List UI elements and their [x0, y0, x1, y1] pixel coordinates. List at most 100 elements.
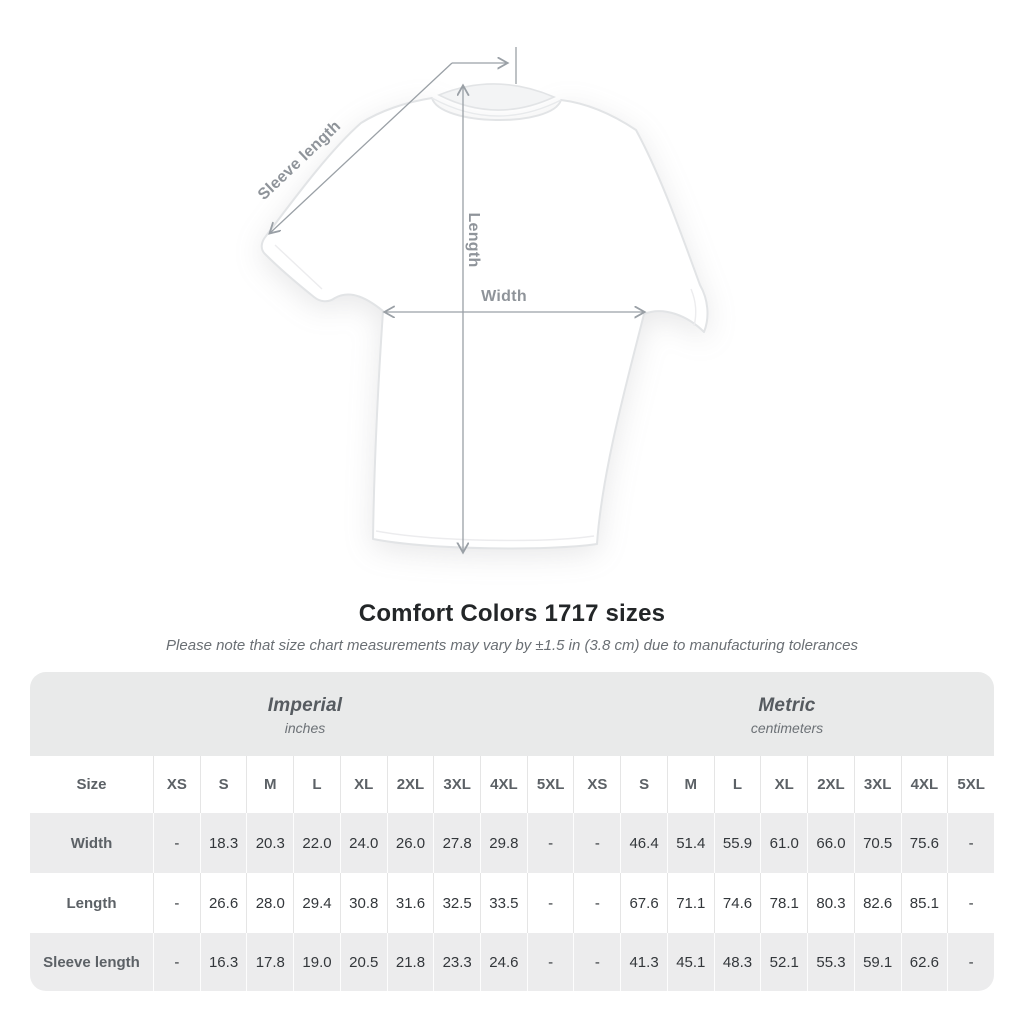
unit-section-band: Imperial inches Metric centimeters [30, 672, 994, 756]
table-cell: 16.3 [199, 933, 247, 991]
size-header-metric-s: S [620, 756, 667, 813]
size-header-imperial-m: M [246, 756, 293, 813]
hem-seam [375, 530, 595, 542]
sleeve-length-arrow [270, 47, 517, 233]
size-header-metric-l: L [713, 756, 761, 813]
table-cell: 70.5 [853, 813, 901, 873]
table-cell: 66.0 [807, 813, 854, 873]
table-cell: 82.6 [853, 873, 901, 933]
size-header-metric-xs: XS [573, 756, 620, 813]
metric-section-header: Metric centimeters [580, 672, 994, 756]
size-column-header: Size [76, 776, 107, 793]
table-cell: 61.0 [760, 813, 807, 873]
table-cell: 48.3 [713, 933, 761, 991]
table-cell: - [526, 933, 574, 991]
table-cell: - [526, 813, 574, 873]
table-cell: - [573, 873, 620, 933]
table-cell: - [153, 933, 200, 991]
table-cell: 32.5 [433, 873, 480, 933]
tshirt-shape [260, 83, 709, 550]
table-cell: - [947, 813, 994, 873]
table-cell: - [947, 933, 994, 991]
table-cell: 26.6 [199, 873, 247, 933]
table-cell: - [573, 933, 620, 991]
table-cell: 52.1 [760, 933, 807, 991]
table-cell: 20.5 [339, 933, 387, 991]
width-label: Width [481, 288, 527, 305]
tshirt-size-diagram: Sleeve length Length Width [230, 40, 790, 585]
table-cell: 45.1 [666, 933, 714, 991]
table-cell: 26.0 [386, 813, 434, 873]
table-cell: - [153, 813, 200, 873]
table-cell: - [947, 873, 994, 933]
size-header-metric-3xl: 3XL [853, 756, 901, 813]
table-cell: - [573, 813, 620, 873]
table-cell: 28.0 [246, 873, 293, 933]
table-cell: 20.3 [246, 813, 293, 873]
table-row-width: Width - 18.3 20.3 22.0 24.0 26.0 27.8 29… [30, 813, 994, 873]
size-header-metric-4xl: 4XL [900, 756, 948, 813]
row-label: Length [66, 894, 117, 912]
table-cell: 74.6 [713, 873, 761, 933]
size-header-metric-xl: XL [760, 756, 807, 813]
size-chart-table: Imperial inches Metric centimeters Size … [30, 672, 994, 991]
table-cell: 23.3 [433, 933, 480, 991]
table-cell: 30.8 [339, 873, 387, 933]
table-cell: 46.4 [620, 813, 667, 873]
table-cell: 29.8 [480, 813, 527, 873]
size-header-imperial-3xl: 3XL [433, 756, 480, 813]
table-row-length: Length - 26.6 28.0 29.4 30.8 31.6 32.5 3… [30, 873, 994, 933]
left-cuff-seam [274, 244, 323, 290]
table-cell: 59.1 [853, 933, 901, 991]
table-cell: 78.1 [760, 873, 807, 933]
collar-band [431, 97, 562, 117]
table-cell: - [153, 873, 200, 933]
table-cell: 71.1 [666, 873, 714, 933]
size-header-metric-5xl: 5XL [947, 756, 994, 813]
row-label: Width [70, 834, 113, 852]
table-cell: 17.8 [246, 933, 293, 991]
right-cuff-seam [690, 288, 697, 327]
table-cell: 27.8 [433, 813, 480, 873]
shirt-outline [260, 97, 709, 550]
size-header-imperial-s: S [199, 756, 247, 813]
table-cell: 55.3 [807, 933, 854, 991]
table-cell: 55.9 [713, 813, 761, 873]
table-cell: - [526, 873, 574, 933]
table-cell: 33.5 [480, 873, 527, 933]
metric-unit: centimeters [750, 719, 824, 736]
collar [437, 83, 556, 111]
table-row-sleeve-length: Sleeve length - 16.3 17.8 19.0 20.5 21.8… [30, 933, 994, 991]
table-cell: 24.0 [339, 813, 387, 873]
table-header-row: Size XS S M L XL 2XL 3XL 4XL 5XL XS S M … [30, 756, 994, 813]
table-cell: 75.6 [900, 813, 948, 873]
row-label: Sleeve length [43, 953, 140, 971]
table-cell: 22.0 [293, 813, 340, 873]
table-cell: 80.3 [807, 873, 854, 933]
table-cell: 62.6 [900, 933, 948, 991]
table-cell: 21.8 [386, 933, 434, 991]
table-cell: 18.3 [199, 813, 247, 873]
table-cell: 51.4 [666, 813, 714, 873]
page-title: Comfort Colors 1717 sizes [358, 600, 666, 627]
table-cell: 67.6 [620, 873, 667, 933]
size-header-metric-m: M [666, 756, 714, 813]
size-header-imperial-4xl: 4XL [480, 756, 527, 813]
heading-block: Comfort Colors 1717 sizes Please note th… [0, 600, 1024, 654]
size-header-imperial-5xl: 5XL [526, 756, 574, 813]
table-cell: 85.1 [900, 873, 948, 933]
metric-label: Metric [758, 694, 816, 716]
length-label: Length [465, 212, 482, 268]
tshirt-illustration [260, 47, 709, 585]
imperial-unit: inches [284, 719, 326, 736]
size-header-imperial-l: L [293, 756, 340, 813]
table-cell: 41.3 [620, 933, 667, 991]
size-header-imperial-xs: XS [153, 756, 200, 813]
size-header-imperial-xl: XL [339, 756, 387, 813]
imperial-label: Imperial [267, 694, 343, 716]
imperial-section-header: Imperial inches [30, 672, 580, 756]
size-header-imperial-2xl: 2XL [386, 756, 434, 813]
size-header-metric-2xl: 2XL [807, 756, 854, 813]
table-cell: 24.6 [480, 933, 527, 991]
tolerance-note: Please note that size chart measurements… [166, 637, 858, 654]
